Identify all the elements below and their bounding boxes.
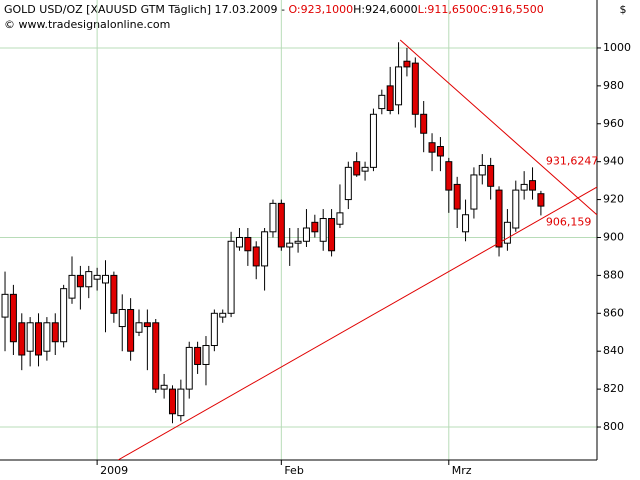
candle-body: [328, 218, 336, 252]
candle-body: [537, 193, 545, 207]
candle-body: [244, 236, 252, 252]
candle-body: [311, 221, 319, 233]
candle-body: [252, 246, 260, 267]
candle-body: [436, 146, 444, 157]
trendline: [117, 186, 598, 460]
candle-body: [43, 322, 51, 352]
candle-body: [118, 309, 126, 328]
candle-body: [143, 322, 151, 328]
candle-body: [294, 240, 302, 244]
header-part: O:923,1000: [288, 3, 353, 16]
candle-body: [102, 274, 110, 284]
candle-body: [194, 346, 202, 365]
candle-body: [411, 62, 419, 115]
candle-body: [319, 218, 327, 242]
candle-body: [478, 164, 486, 176]
y-axis-label: $: [620, 3, 627, 16]
y-tick-label: 840: [603, 344, 624, 357]
candle-body: [135, 322, 143, 333]
annotation: 906,159: [546, 215, 592, 228]
candle-body: [286, 242, 294, 248]
trendline: [399, 39, 598, 216]
header-part: GOLD USD/OZ [XAUUSD GTM Täglich] 17.03.2…: [4, 3, 288, 16]
candle-body: [202, 345, 210, 365]
candle-body: [529, 180, 537, 191]
x-tick-label: 2009: [100, 464, 128, 477]
candle-body: [361, 166, 369, 172]
x-tick-label: Feb: [284, 464, 303, 477]
candle-body: [227, 240, 235, 314]
candle-body: [76, 274, 84, 288]
candle-body: [269, 202, 277, 233]
header-part: H:924,6000: [353, 3, 417, 16]
candle-body: [1, 293, 9, 318]
candle-body: [18, 322, 26, 356]
candle-body: [462, 214, 470, 233]
candle-body: [445, 161, 453, 191]
y-tick-label: 800: [603, 420, 624, 433]
candle-body: [277, 202, 285, 248]
candle-body: [152, 322, 160, 390]
candle-body: [512, 189, 520, 229]
y-tick-label: 960: [603, 117, 624, 130]
candle-body: [403, 60, 411, 68]
subtitle: © www.tradesignalonline.com: [4, 18, 170, 31]
candle-body: [85, 271, 93, 288]
candle-body: [428, 142, 436, 153]
candle-body: [378, 94, 386, 110]
candle-body: [177, 388, 185, 417]
candle-body: [261, 231, 269, 267]
candle-body: [369, 113, 377, 168]
y-tick-label: 1000: [603, 41, 631, 54]
candle-body: [470, 174, 478, 210]
candle-body: [185, 346, 193, 390]
candle-body: [487, 164, 495, 187]
y-tick-label: 900: [603, 230, 624, 243]
candle-body: [168, 388, 176, 415]
y-tick-label: 920: [603, 193, 624, 206]
candle-body: [93, 274, 101, 280]
candle-body: [235, 236, 243, 248]
y-tick-label: 820: [603, 382, 624, 395]
candle-body: [68, 274, 76, 299]
candle-body: [110, 274, 118, 314]
header-part: C:916,5500: [480, 3, 544, 16]
y-tick-label: 880: [603, 268, 624, 281]
candle-body: [35, 322, 43, 356]
candle-body: [60, 288, 68, 343]
candle-body: [210, 312, 218, 347]
candle-body: [453, 183, 461, 210]
candle-body: [51, 322, 59, 343]
y-tick-label: 940: [603, 155, 624, 168]
candle-body: [395, 66, 403, 106]
candle-body: [127, 309, 135, 352]
candle-body: [9, 293, 17, 343]
candle-body: [420, 113, 428, 134]
candle-body: [495, 189, 503, 248]
candle-body: [160, 384, 168, 390]
candle-body: [26, 322, 34, 352]
y-tick-label: 980: [603, 79, 624, 92]
y-tick-label: 860: [603, 306, 624, 319]
candle-body: [344, 166, 352, 201]
candle-body: [520, 183, 528, 191]
x-tick-label: Mrz: [452, 464, 472, 477]
candle-body: [353, 161, 361, 176]
candle-body: [336, 212, 344, 225]
candle-body: [503, 221, 511, 244]
header: GOLD USD/OZ [XAUUSD GTM Täglich] 17.03.2…: [4, 3, 544, 16]
candle-body: [302, 227, 310, 242]
candle-body: [386, 85, 394, 111]
annotation: 931,6247: [546, 155, 599, 168]
candle-body: [219, 312, 227, 318]
